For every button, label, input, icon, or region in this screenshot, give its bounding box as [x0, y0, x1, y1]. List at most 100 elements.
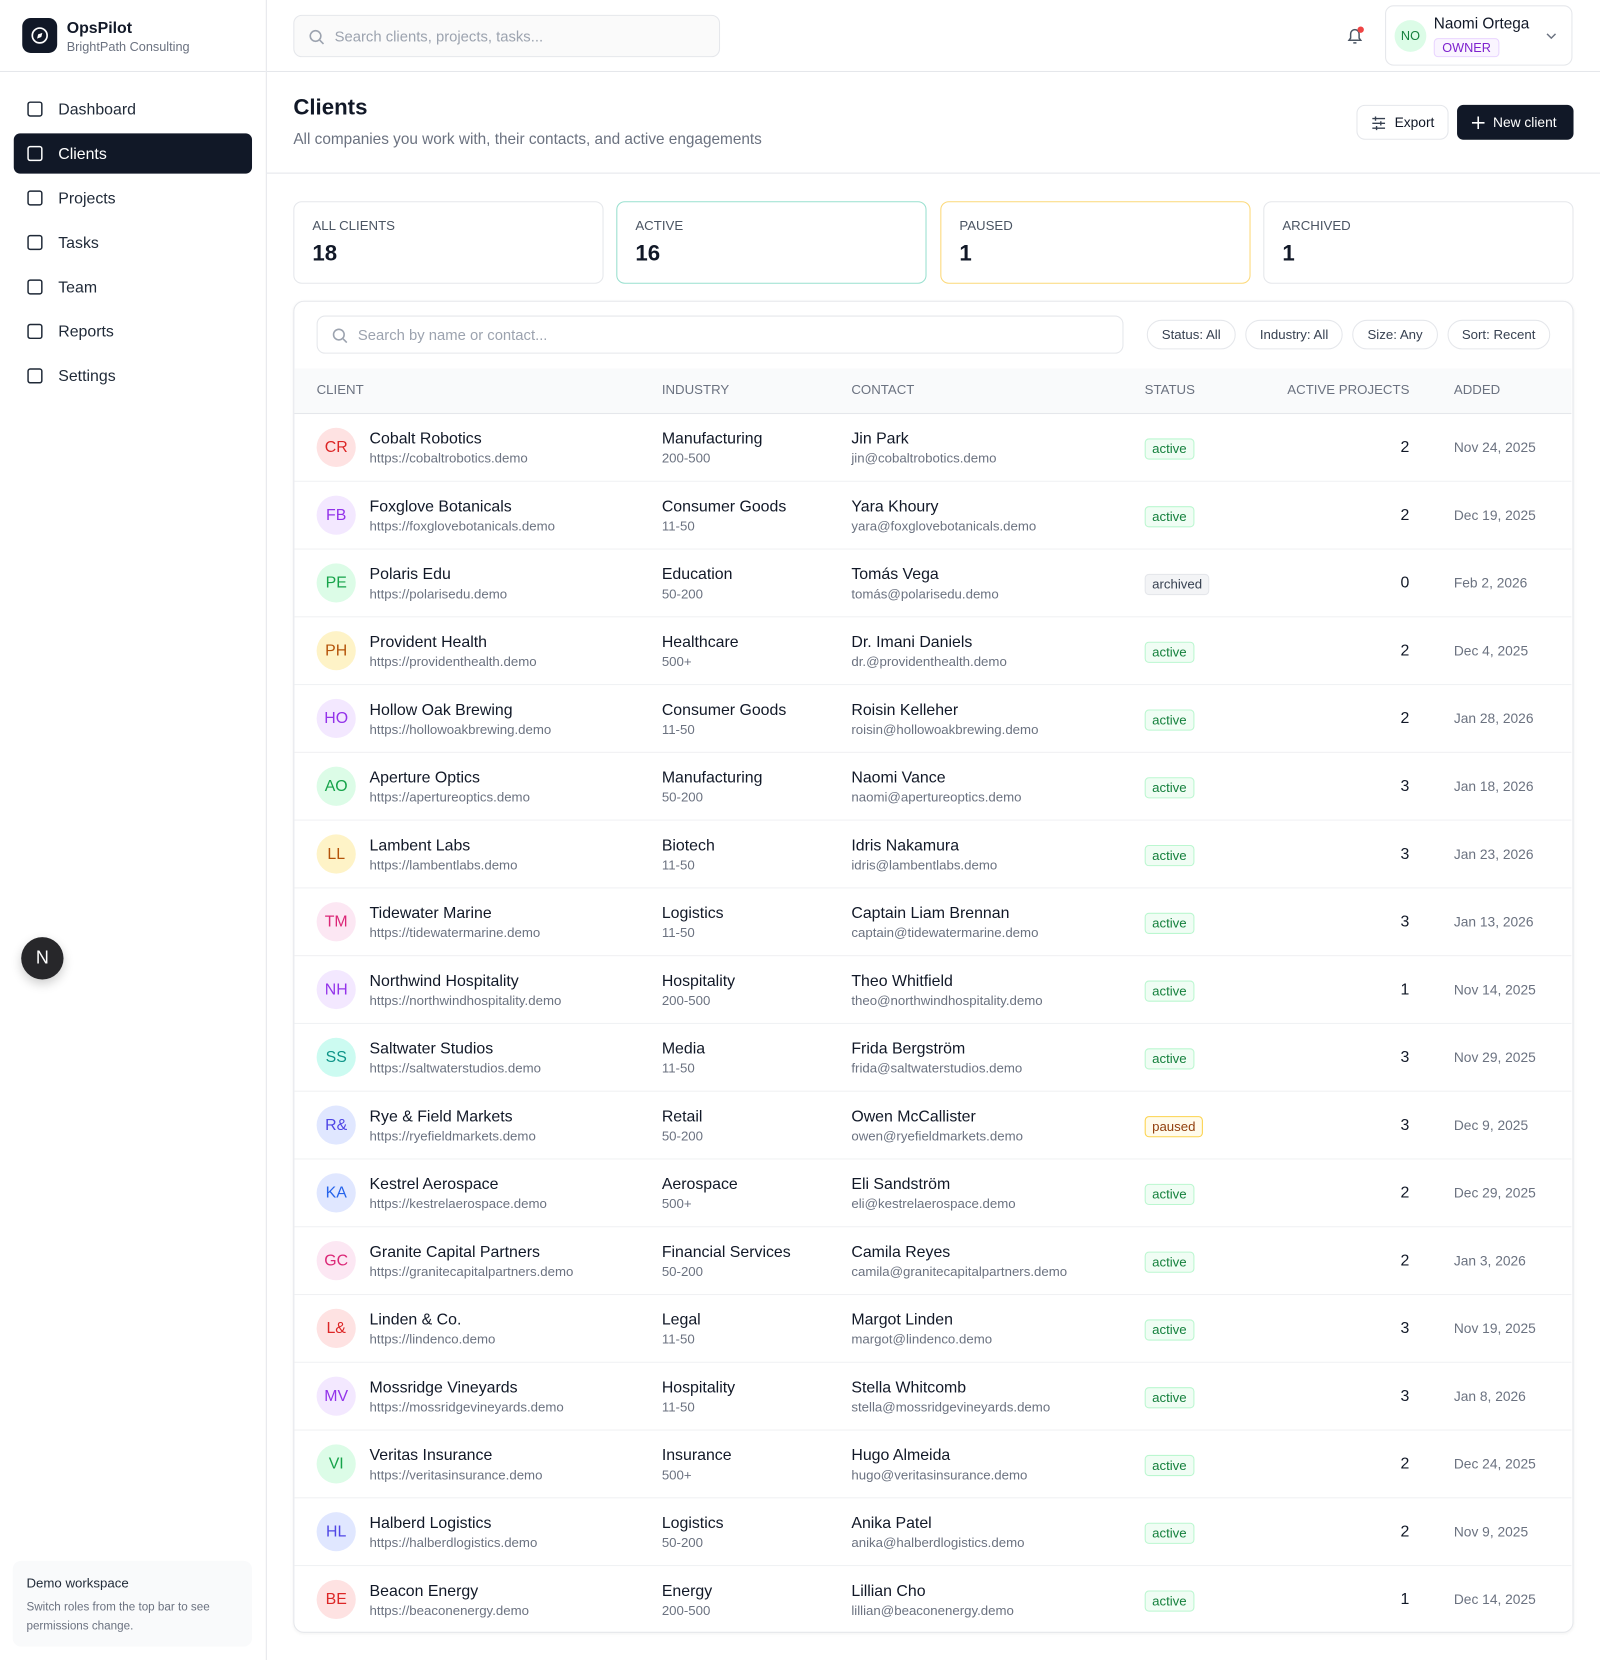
- stat-label: PAUSED: [959, 218, 1013, 233]
- contact-email: naomi@apertureoptics.demo: [851, 789, 1022, 805]
- nav-item[interactable]: Dashboard: [14, 89, 252, 129]
- nav-icon: [27, 190, 43, 206]
- client-row[interactable]: TM Tidewater Marine https://tidewatermarin…: [294, 887, 1572, 956]
- client-row[interactable]: MV Mossridge Vineyards https://mossridgevi…: [294, 1361, 1572, 1431]
- contact-email: margot@lindenco.demo: [851, 1332, 993, 1347]
- client-row[interactable]: PE Polaris Edu https://polarisedu.demo Educ…: [294, 548, 1572, 618]
- client-name: Beacon Energy: [369, 1581, 479, 1600]
- industry: Logistics: [661, 904, 724, 923]
- industry: Legal: [661, 1310, 701, 1329]
- new-client-button[interactable]: New client: [1457, 104, 1574, 140]
- filter-chip[interactable]: Industry: All: [1245, 319, 1344, 350]
- clients-table-card: [293, 300, 1574, 1633]
- search-placeholder: Search clients, projects, tasks...: [334, 27, 544, 45]
- client-name: Tidewater Marine: [369, 904, 492, 923]
- nav-item[interactable]: Projects: [14, 178, 252, 218]
- company-size: 11-50: [661, 1399, 695, 1415]
- client-url: https://veritasinsurance.demo: [369, 1467, 543, 1483]
- industry: Aerospace: [661, 1175, 738, 1194]
- filter-chip[interactable]: Size: Any: [1352, 319, 1438, 350]
- client-row[interactable]: NH Northwind Hospitality https://northwind…: [294, 955, 1572, 1024]
- client-avatar: PH: [316, 631, 356, 671]
- client-row[interactable]: FB Foxglove Botanicals https://foxglovebot…: [294, 480, 1572, 550]
- client-row[interactable]: KA Kestrel Aerospace https://kestrelaerosp…: [294, 1158, 1572, 1227]
- client-row[interactable]: SS Saltwater Studios https://saltwaterstud…: [294, 1022, 1572, 1092]
- global-search[interactable]: Search clients, projects, tasks...: [293, 14, 721, 58]
- nav-item[interactable]: Clients: [13, 133, 253, 174]
- active-projects: 2: [1400, 506, 1410, 525]
- nav-item[interactable]: Reports: [14, 311, 252, 351]
- added-date: Jan 13, 2026: [1453, 913, 1534, 930]
- client-avatar: PE: [316, 563, 356, 603]
- client-avatar: L&: [316, 1308, 356, 1348]
- client-url: https://cobaltrobotics.demo: [369, 451, 528, 466]
- client-row[interactable]: PH Provident Health https://providenthealt…: [294, 616, 1572, 685]
- company-size: 50-200: [661, 1128, 704, 1144]
- nav-icon: [27, 145, 43, 162]
- client-row[interactable]: LL Lambent Labs https://lambentlabs.demo Bi…: [294, 819, 1572, 889]
- column-header: CLIENT: [316, 382, 364, 398]
- user-menu[interactable]: NO Naomi Ortega OWNER: [1385, 5, 1573, 66]
- company-size: 11-50: [661, 518, 695, 534]
- client-avatar: SS: [316, 1037, 356, 1077]
- client-row[interactable]: AO Aperture Optics https://apertureoptics.…: [294, 751, 1572, 821]
- client-row[interactable]: CR Cobalt Robotics https://cobaltrobotics.…: [294, 412, 1572, 482]
- active-projects: 2: [1400, 1454, 1410, 1473]
- brand-name: OpsPilot: [66, 19, 133, 38]
- company-size: 200-500: [661, 451, 711, 466]
- page-subtitle: All companies you work with, their conta…: [293, 131, 762, 149]
- added-date: Dec 4, 2025: [1453, 642, 1529, 659]
- contact-email: stella@mossridgevineyards.demo: [851, 1399, 1051, 1415]
- nav-icon: [27, 279, 43, 295]
- active-projects: 3: [1400, 1048, 1410, 1067]
- contact-name: Stella Whitcomb: [851, 1378, 967, 1397]
- stat-card: ACTIVE 16: [616, 201, 927, 284]
- contact-email: theo@northwindhospitality.demo: [851, 993, 1043, 1009]
- nav-icon: [27, 323, 43, 340]
- client-name: Hollow Oak Brewing: [369, 700, 513, 719]
- client-row[interactable]: R& Rye & Field Markets https://ryefieldmar…: [294, 1090, 1572, 1160]
- floating-badge[interactable]: N: [21, 937, 64, 980]
- client-url: https://saltwaterstudios.demo: [369, 1061, 541, 1076]
- active-projects: 1: [1400, 1590, 1410, 1609]
- status-badge: active: [1144, 1387, 1195, 1409]
- nav-item[interactable]: Tasks: [14, 222, 252, 262]
- client-name: Linden & Co.: [369, 1310, 462, 1329]
- client-row[interactable]: VI Veritas Insurance https://veritasinsura…: [294, 1429, 1572, 1499]
- active-projects: 0: [1400, 573, 1410, 592]
- filter-chip[interactable]: Status: All: [1146, 319, 1236, 350]
- company-size: 11-50: [661, 1061, 695, 1076]
- client-row[interactable]: BE Beacon Energy https://beaconenergy.demo…: [294, 1565, 1572, 1634]
- notifications[interactable]: [1344, 24, 1367, 47]
- company-size: 500+: [661, 1196, 692, 1212]
- filter-chip[interactable]: Sort: Recent: [1447, 319, 1551, 350]
- status-badge: active: [1144, 912, 1195, 934]
- contact-email: anika@halberdlogistics.demo: [851, 1535, 1025, 1551]
- status-badge: active: [1144, 1183, 1195, 1206]
- client-name: Northwind Hospitality: [369, 972, 519, 991]
- client-url: https://tidewatermarine.demo: [369, 925, 541, 941]
- contact-email: hugo@veritasinsurance.demo: [851, 1467, 1028, 1483]
- nav-item[interactable]: Team: [14, 267, 252, 307]
- table-search[interactable]: Search by name or contact...: [316, 315, 1124, 354]
- status-badge: active: [1144, 709, 1195, 731]
- column-header: INDUSTRY: [661, 382, 730, 398]
- client-avatar: R&: [316, 1105, 356, 1145]
- active-projects: 1: [1400, 980, 1410, 999]
- client-row[interactable]: L& Linden & Co. https://lindenco.demo Legal…: [294, 1293, 1572, 1363]
- client-row[interactable]: GC Granite Capital Partners https://granit…: [294, 1226, 1572, 1295]
- client-url: https://beaconenergy.demo: [369, 1603, 529, 1618]
- nav-item[interactable]: Settings: [14, 356, 252, 396]
- company-size: 200-500: [661, 1603, 711, 1618]
- active-projects: 3: [1400, 1387, 1410, 1406]
- stat-value: 18: [312, 241, 338, 266]
- client-name: Mossridge Vineyards: [369, 1378, 518, 1397]
- contact-email: yara@foxglovebotanicals.demo: [851, 518, 1037, 534]
- export-button[interactable]: Export: [1356, 104, 1449, 140]
- client-url: https://mossridgevineyards.demo: [369, 1399, 564, 1415]
- status-badge: active: [1144, 1522, 1195, 1544]
- company-size: 11-50: [661, 722, 695, 737]
- table-header: [294, 368, 1572, 413]
- client-row[interactable]: HL Halberd Logistics https://halberdlogist…: [294, 1497, 1572, 1566]
- client-row[interactable]: HO Hollow Oak Brewing https://hollowoakbre…: [294, 684, 1572, 753]
